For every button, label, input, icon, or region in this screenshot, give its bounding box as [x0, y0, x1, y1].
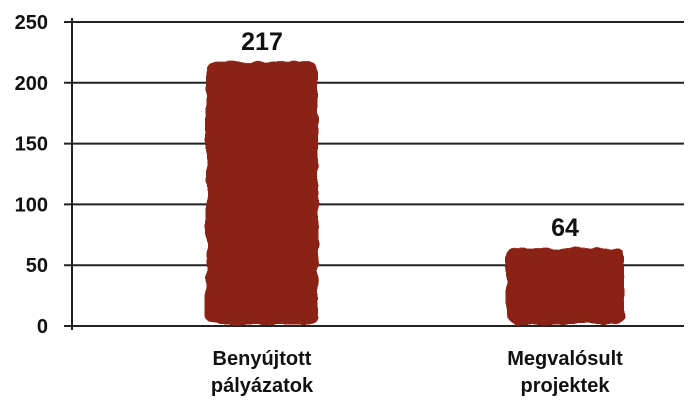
bars: [206, 62, 624, 325]
y-tick-label: 50: [26, 255, 48, 277]
y-tick-label: 150: [15, 134, 48, 156]
y-tick-label: 250: [15, 12, 48, 34]
x-tick-label: projektek: [521, 375, 611, 397]
data-labels: 217 64: [241, 28, 579, 242]
x-tick-label: Benyújtott: [213, 348, 312, 370]
y-tick-label: 0: [37, 316, 48, 338]
data-label: 64: [551, 214, 579, 242]
y-tick-label: 200: [15, 73, 48, 95]
bar-1: [206, 62, 318, 325]
gridlines: [64, 21, 684, 327]
data-label: 217: [241, 28, 283, 56]
bar-2: [506, 248, 624, 324]
x-tick-label: Megvalósult: [507, 348, 623, 370]
y-axis: 0 50 100 150 200 250: [15, 12, 73, 338]
x-tick-label: pályázatok: [211, 375, 314, 397]
y-tick-label: 100: [15, 194, 48, 216]
x-axis-labels: Benyújtott pályázatok Megvalósult projektek: [211, 348, 623, 397]
